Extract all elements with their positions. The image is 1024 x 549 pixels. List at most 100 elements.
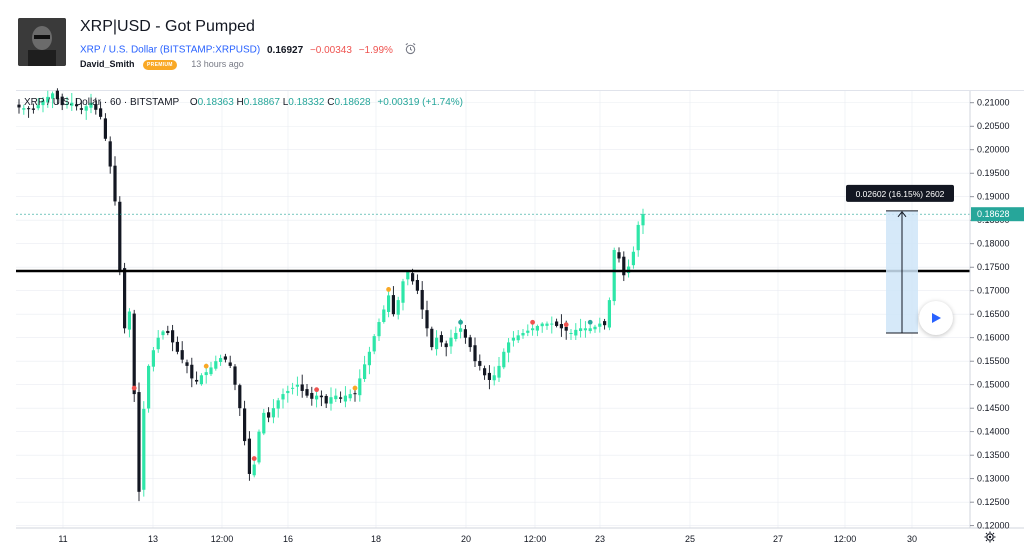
candle-body xyxy=(94,104,98,110)
candle-body xyxy=(252,464,256,476)
price-range-tool: 0.02602 (16.15%) 2602 xyxy=(846,184,954,334)
candle xyxy=(291,382,295,395)
play-icon xyxy=(932,313,941,323)
candle xyxy=(46,90,50,108)
candle xyxy=(415,274,419,295)
candle-body xyxy=(598,323,602,327)
candle-body xyxy=(612,249,616,302)
candle-body xyxy=(617,252,621,259)
signal-marker xyxy=(386,287,391,292)
candle-body xyxy=(209,367,213,375)
candle xyxy=(305,383,309,398)
candle xyxy=(36,98,40,111)
candle xyxy=(593,324,597,333)
candle xyxy=(262,408,266,436)
signal-marker xyxy=(314,387,319,393)
candle-body xyxy=(555,321,559,326)
candle-body xyxy=(574,329,578,336)
candle xyxy=(324,394,328,409)
candle xyxy=(185,359,189,374)
legend-open: 0.18363 xyxy=(197,97,234,108)
candle-body xyxy=(195,379,199,382)
candle xyxy=(171,324,175,352)
candle xyxy=(209,361,213,377)
candle xyxy=(238,383,242,416)
candle xyxy=(439,331,443,347)
candle xyxy=(295,376,299,396)
candle-body xyxy=(204,372,208,376)
chart-settings[interactable] xyxy=(984,530,996,548)
candle xyxy=(631,246,635,269)
candle xyxy=(55,88,59,105)
candle xyxy=(339,391,343,403)
legend-symbol[interactable]: XRP / U.S. Dollar · 60 · BITSTAMP xyxy=(24,97,180,108)
time-tick-label: 16 xyxy=(283,534,293,544)
candle xyxy=(497,356,501,382)
time-tick-label: 27 xyxy=(773,534,783,544)
range-arrow-head xyxy=(897,211,907,218)
candle xyxy=(228,355,232,369)
candle-body xyxy=(319,395,323,398)
candle-body xyxy=(151,350,155,367)
candle-body xyxy=(271,408,275,418)
candle-body xyxy=(363,364,367,380)
candle-body xyxy=(497,365,501,378)
author-avatar[interactable] xyxy=(18,18,66,66)
price-change: −0.00343 xyxy=(309,44,352,56)
candle xyxy=(147,364,151,413)
candle-body xyxy=(291,387,295,389)
candle-body xyxy=(444,343,448,348)
candle xyxy=(612,247,616,306)
idea-header: XRP|USD - Got Pumped XRP / U.S. Dollar (… xyxy=(0,0,1024,88)
candle-body xyxy=(593,326,597,330)
candle xyxy=(286,385,290,403)
candle xyxy=(636,221,640,257)
signal-marker xyxy=(131,385,137,391)
candle-body xyxy=(641,214,645,226)
candle xyxy=(425,300,429,337)
candle xyxy=(588,324,592,334)
candle xyxy=(161,329,165,340)
author-name[interactable]: David_Smith xyxy=(80,59,135,69)
candle xyxy=(219,354,223,366)
candle-body xyxy=(564,326,568,331)
candle xyxy=(281,388,285,409)
candle-body xyxy=(36,105,40,109)
price-tick-label: 0.16500 xyxy=(977,309,1010,319)
candle xyxy=(233,364,237,391)
candle-body xyxy=(377,322,381,337)
chart-grid xyxy=(16,91,970,528)
candle-body xyxy=(487,372,491,380)
symbol-link[interactable]: XRP / U.S. Dollar (BITSTAMP:XRPUSD) xyxy=(80,44,261,56)
candle xyxy=(103,113,107,141)
time-tick-label: 23 xyxy=(595,534,605,544)
signal-marker xyxy=(458,319,463,325)
alarm-clock-icon[interactable] xyxy=(404,42,417,58)
candle xyxy=(598,317,602,333)
candle xyxy=(603,318,607,330)
candle-body xyxy=(142,408,146,490)
candle xyxy=(137,382,141,502)
candle-body xyxy=(468,337,472,348)
author-line: David_Smith PREMIUM 13 hours ago xyxy=(80,59,244,70)
candle-body xyxy=(161,331,165,336)
candle xyxy=(406,270,410,286)
candle xyxy=(113,156,117,206)
candle-body xyxy=(502,351,506,368)
candle-body xyxy=(511,337,515,341)
candle xyxy=(396,296,400,320)
candle-body xyxy=(79,108,83,110)
candle-body xyxy=(171,330,175,343)
candle xyxy=(27,106,31,118)
range-tooltip-text: 0.02602 (16.15%) 2602 xyxy=(856,189,945,199)
chart-legend: XRP / U.S. Dollar · 60 · BITSTAMP O0.183… xyxy=(24,97,463,108)
candle-body xyxy=(99,108,103,117)
candle-body xyxy=(190,364,194,379)
candle-body xyxy=(473,345,477,362)
candle xyxy=(420,281,424,319)
candle xyxy=(257,429,261,465)
candle-body xyxy=(84,106,88,111)
play-replay-button[interactable] xyxy=(919,301,953,335)
candle xyxy=(180,341,184,364)
